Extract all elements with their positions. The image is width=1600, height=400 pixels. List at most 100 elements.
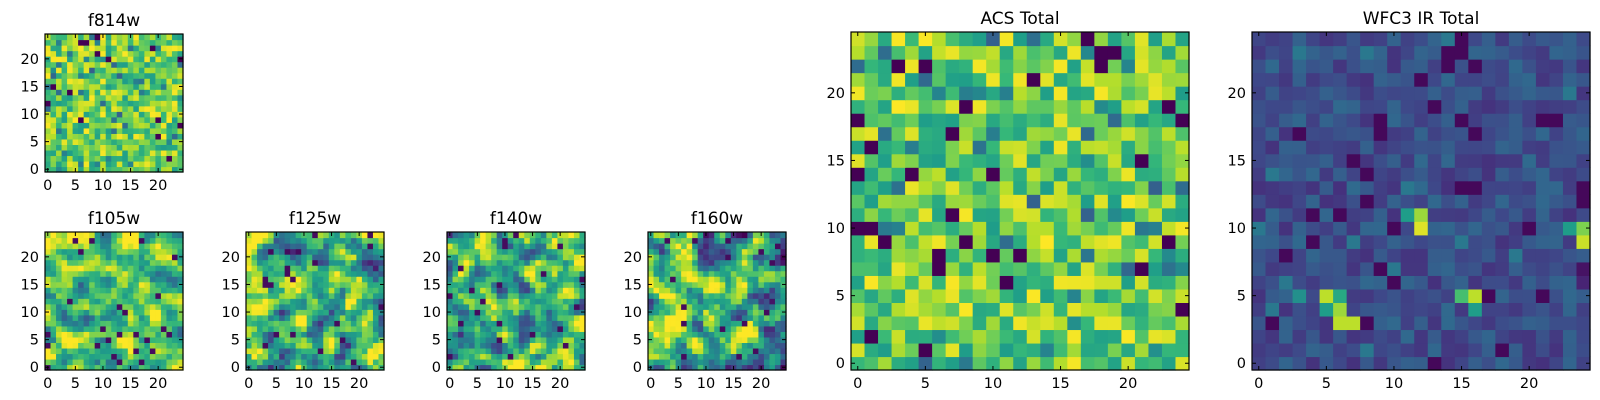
heatmap-cell (166, 331, 173, 338)
heatmap-cell (1121, 194, 1136, 209)
heatmap-cell (89, 78, 96, 85)
heatmap-cell (133, 105, 140, 112)
heatmap-cell (513, 259, 520, 266)
heatmap-cell (50, 138, 57, 145)
heatmap-cell (568, 336, 575, 343)
heatmap-cell (891, 261, 906, 276)
heatmap-cell (540, 243, 547, 250)
heatmap-cell (758, 314, 765, 321)
heatmap-cell (72, 100, 79, 107)
heatmap-cell (367, 281, 374, 288)
heatmap-cell (1468, 221, 1483, 236)
heatmap-cell (1134, 261, 1150, 276)
heatmap-cell (312, 270, 319, 277)
heatmap-cell (94, 303, 101, 310)
heatmap-cell (905, 86, 920, 101)
heatmap-cell (1373, 99, 1388, 114)
heatmap-cell (127, 72, 134, 79)
heatmap-cell (83, 144, 90, 151)
heatmap-cell (1121, 153, 1136, 168)
heatmap-cell (273, 298, 280, 305)
heatmap-cell (122, 83, 129, 90)
heatmap-cell (127, 144, 134, 151)
heatmap-cell (284, 364, 291, 371)
heatmap-cell (1522, 221, 1537, 236)
heatmap-cell (323, 276, 330, 283)
heatmap-cell (83, 314, 90, 321)
heatmap-cell (166, 127, 173, 134)
heatmap-cell (56, 78, 63, 85)
heatmap-cell (1121, 180, 1136, 195)
x-tick-label: 15 (121, 376, 139, 392)
heatmap-cell (339, 237, 346, 244)
heatmap-cell (697, 281, 704, 288)
heatmap-cell (1013, 261, 1028, 276)
heatmap-cell (100, 254, 107, 261)
heatmap-cell (1121, 315, 1136, 331)
heatmap-cell (1387, 32, 1402, 47)
heatmap-cell (61, 133, 68, 140)
heatmap-cell (61, 122, 68, 129)
heatmap-cell (1134, 221, 1150, 236)
heatmap-cell (747, 309, 754, 316)
heatmap-cell (579, 237, 586, 244)
heatmap-cell (105, 276, 112, 283)
heatmap-cell (851, 194, 866, 209)
heatmap-cell (1495, 342, 1510, 358)
heatmap-cell (1094, 234, 1109, 249)
heatmap-cell (155, 138, 162, 145)
heatmap-cell (485, 358, 492, 366)
heatmap-cell (1508, 45, 1523, 60)
heatmap-cell (50, 149, 57, 157)
heatmap-cell (573, 259, 581, 266)
heatmap-cell (502, 265, 509, 272)
heatmap-cell (513, 287, 520, 294)
heatmap-cell (452, 259, 459, 266)
heatmap-cell (769, 259, 776, 266)
heatmap-cell (328, 281, 335, 288)
heatmap-cell (675, 325, 682, 332)
heatmap-cell (1373, 329, 1388, 344)
heatmap-cell (562, 281, 570, 288)
heatmap-cell (918, 153, 933, 168)
heatmap-cell (312, 364, 319, 371)
heatmap-cell (1549, 275, 1564, 290)
heatmap-cell (447, 259, 454, 266)
heatmap-cell (562, 259, 570, 266)
heatmap-cell (1175, 59, 1190, 74)
heatmap-cell (518, 325, 525, 332)
heatmap-cell (273, 347, 280, 355)
heatmap-cell (72, 144, 79, 151)
heatmap-cell (1414, 59, 1429, 74)
heatmap-cell (1468, 59, 1483, 74)
heatmap-cell (1576, 32, 1591, 47)
heatmap-cell (166, 347, 173, 355)
heatmap-cell (851, 275, 866, 290)
heatmap-cell (1360, 315, 1375, 331)
heatmap-cell (932, 248, 947, 263)
heatmap-cell (474, 265, 481, 272)
heatmap-cell (474, 331, 481, 338)
heatmap-cell (1265, 72, 1280, 87)
heatmap-cell (367, 265, 374, 272)
heatmap-cell (155, 144, 162, 151)
heatmap-cell (1134, 329, 1150, 344)
heatmap-cell (138, 358, 145, 366)
heatmap-cell (127, 100, 134, 107)
heatmap-cell (535, 331, 542, 338)
heatmap-cell (78, 89, 85, 96)
heatmap-cell (328, 309, 335, 316)
heatmap-cell (686, 358, 693, 366)
heatmap-cell (334, 248, 341, 255)
heatmap-cell (323, 353, 330, 360)
heatmap-cell (905, 275, 920, 290)
heatmap-cell (562, 270, 570, 277)
y-tick-label: 5 (633, 333, 642, 349)
heatmap-cell (100, 116, 107, 123)
heatmap-cell (149, 314, 156, 321)
y-tick-label: 0 (432, 360, 441, 376)
heatmap-cell (284, 331, 291, 338)
heatmap-cell (138, 166, 145, 173)
heatmap-cell (149, 166, 156, 173)
heatmap-cell (1107, 356, 1122, 371)
